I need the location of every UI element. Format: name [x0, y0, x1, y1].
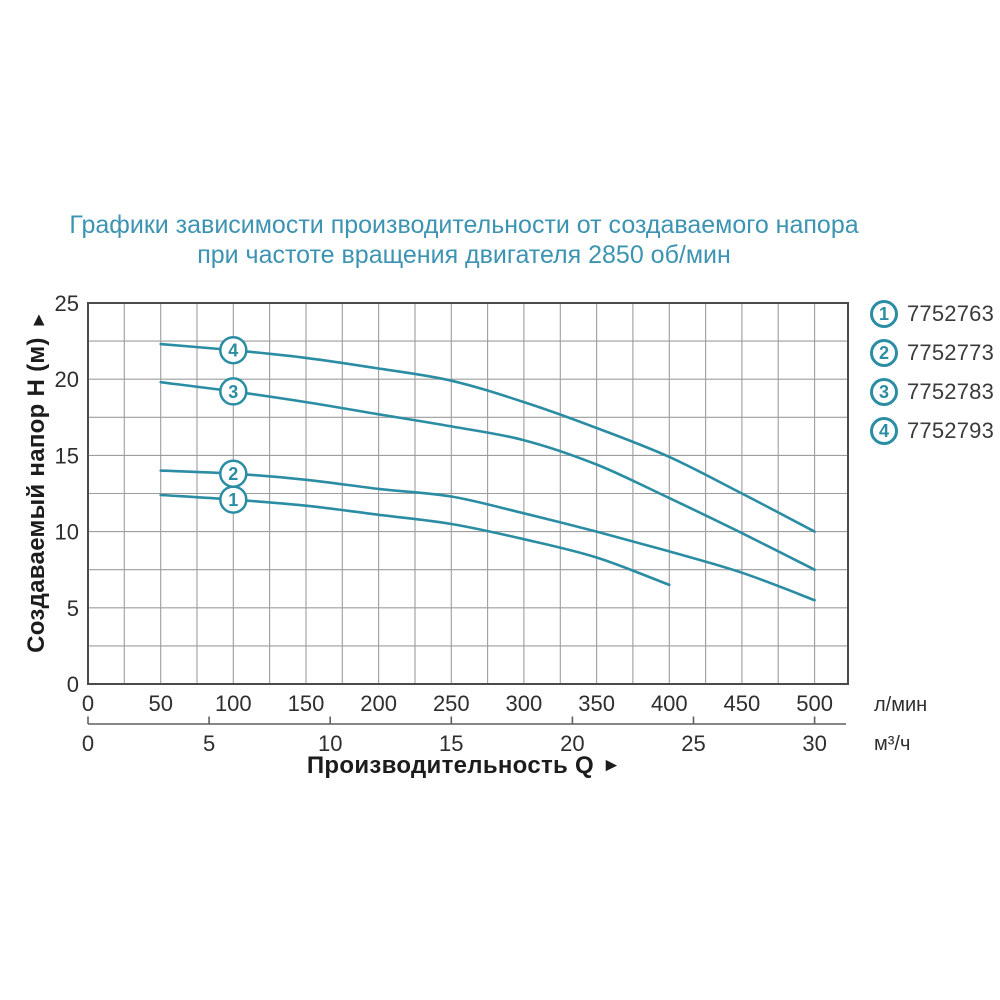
legend-item-4: 4 7752793: [870, 417, 994, 445]
right-arrow-icon: ►: [602, 755, 622, 776]
curve-4: [159, 342, 816, 533]
x2-tick-label: 0: [82, 731, 94, 756]
unit-label-m3h: м³/ч: [874, 733, 910, 755]
legend-item-1: 1 7752763: [870, 300, 994, 328]
legend-marker-circle-4: 4: [870, 417, 898, 445]
x-tick-label: 50: [148, 691, 172, 716]
x-tick-label: 0: [82, 691, 94, 716]
curve-marker-number-1: 1: [228, 490, 238, 510]
plot-border: [87, 302, 849, 685]
curve-marker-number-2: 2: [228, 464, 238, 484]
legend-item-3: 3 7752783: [870, 378, 994, 406]
x2-tick-label: 20: [560, 731, 584, 756]
legend-marker-circle-3: 3: [870, 378, 898, 406]
x-tick-label: 200: [360, 691, 397, 716]
x-tick-label: 400: [651, 691, 688, 716]
x-tick-label: 250: [433, 691, 470, 716]
legend-part-number: 7752783: [907, 379, 995, 404]
curve-marker-number-4: 4: [228, 341, 238, 361]
y-axis-title-text: Создаваемый напор H (м): [23, 337, 50, 653]
curve-2: [159, 469, 816, 602]
curve-marker-circle-4: [219, 335, 248, 365]
x-tick-label: 500: [796, 691, 833, 716]
chart-title: Графики зависимости производительности о…: [20, 210, 908, 270]
x2-tick-label: 15: [439, 731, 463, 756]
chart-title-line1: Графики зависимости производительности о…: [69, 211, 859, 239]
x-axis-title: Производительность Q ►: [20, 752, 908, 780]
curve-marker-circle-2: [219, 459, 248, 488]
curve-marker-number-3: 3: [228, 382, 238, 402]
legend-item-2: 2 7752773: [870, 339, 994, 367]
unit-label-lmin: л/мин: [874, 694, 927, 716]
x-axis-title-text: Производительность Q: [306, 752, 595, 779]
legend: 1 7752763 2 7752773 3 7752783 4 7752793: [870, 300, 994, 445]
y-tick-label: 25: [55, 291, 79, 316]
x2-tick-label: 25: [681, 731, 705, 756]
legend-part-number: 7752793: [907, 418, 995, 443]
x-tick-label: 300: [506, 691, 543, 716]
x2-tick-label: 5: [203, 731, 215, 756]
x-tick-label: 350: [578, 691, 615, 716]
legend-part-number: 7752773: [907, 340, 995, 365]
x-tick-label: 450: [724, 691, 761, 716]
up-arrow-icon: ▲: [29, 309, 49, 331]
legend-marker-circle-2: 2: [870, 339, 898, 367]
y-axis-title: Создаваемый напор H (м) ▲: [23, 309, 51, 653]
legend-marker-circle-1: 1: [870, 300, 898, 328]
x-tick-label: 150: [288, 691, 325, 716]
y-tick-label: 20: [55, 367, 79, 392]
curve-marker-circle-3: [219, 377, 248, 406]
chart-title-line2: при частоте вращения двигателя 2850 об/м…: [197, 241, 731, 269]
y-tick-label: 0: [67, 672, 79, 697]
y-tick-label: 10: [55, 520, 79, 545]
x2-tick-label: 10: [318, 731, 342, 756]
x2-tick-label: 30: [802, 731, 826, 756]
y-tick-label: 15: [55, 443, 79, 468]
y-tick-label: 5: [67, 596, 79, 621]
legend-part-number: 7752763: [907, 301, 995, 326]
x-tick-label: 100: [215, 691, 252, 716]
curve-3: [159, 380, 816, 571]
